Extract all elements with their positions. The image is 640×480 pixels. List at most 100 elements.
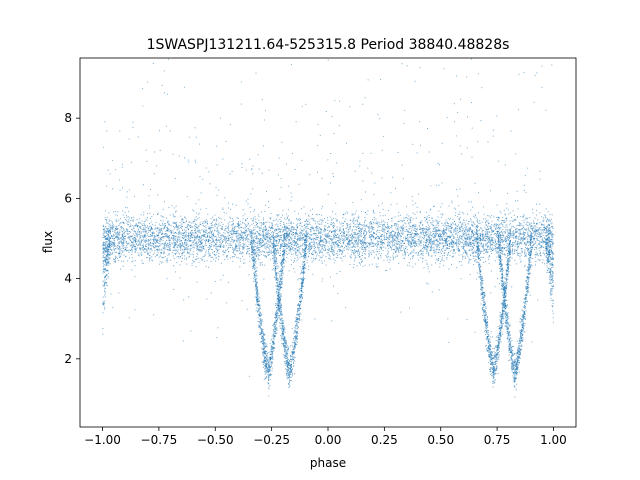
data-point — [487, 215, 489, 216]
data-point — [469, 227, 471, 229]
data-point — [256, 231, 258, 233]
data-point — [286, 246, 288, 248]
data-point — [159, 229, 161, 231]
data-point — [534, 217, 536, 219]
data-point — [219, 243, 221, 245]
data-point — [170, 238, 172, 239]
data-point — [491, 237, 493, 239]
data-point — [167, 230, 169, 231]
data-point — [471, 231, 473, 232]
data-point — [382, 250, 384, 252]
data-point — [544, 226, 546, 228]
data-point — [119, 238, 121, 240]
data-point — [549, 230, 551, 232]
data-point — [254, 246, 256, 247]
data-point — [112, 230, 113, 232]
data-point — [364, 248, 366, 250]
data-point — [392, 176, 394, 178]
data-point — [200, 249, 201, 251]
data-point — [545, 246, 547, 248]
data-point — [151, 250, 153, 252]
data-point — [245, 219, 247, 221]
data-point — [412, 237, 414, 238]
data-point — [311, 238, 313, 240]
data-point — [185, 226, 187, 228]
data-point — [173, 207, 175, 209]
data-point — [402, 178, 404, 180]
data-point — [249, 229, 251, 231]
data-point — [537, 239, 539, 241]
data-point — [458, 261, 460, 262]
data-point — [262, 245, 264, 246]
data-point — [423, 232, 425, 233]
data-point — [130, 240, 132, 242]
data-point — [468, 230, 470, 232]
data-point — [448, 225, 450, 227]
data-point — [232, 234, 234, 236]
data-point — [468, 234, 470, 235]
data-point — [351, 234, 353, 236]
data-point — [449, 237, 451, 239]
data-point — [454, 242, 456, 244]
data-point — [355, 252, 356, 254]
data-point — [285, 245, 287, 247]
data-point — [277, 249, 279, 251]
data-point — [466, 228, 468, 230]
data-point — [153, 232, 155, 234]
data-point — [181, 239, 183, 241]
data-point — [485, 220, 487, 221]
data-point — [387, 231, 388, 232]
data-point — [305, 234, 307, 236]
data-point — [179, 236, 181, 238]
data-point — [107, 229, 109, 231]
data-point — [455, 227, 457, 229]
data-point — [416, 152, 418, 154]
data-point — [116, 215, 118, 217]
data-point — [542, 226, 544, 228]
data-point — [440, 249, 442, 251]
data-point — [336, 219, 338, 221]
data-point — [235, 247, 237, 249]
data-point — [308, 215, 310, 217]
data-point — [223, 251, 225, 253]
data-point — [192, 226, 194, 228]
data-point — [519, 229, 521, 231]
data-point — [306, 233, 308, 235]
data-point — [245, 237, 247, 238]
data-point — [347, 212, 349, 214]
data-point — [326, 241, 328, 243]
data-point — [403, 257, 405, 259]
data-point — [473, 222, 475, 224]
data-point — [393, 235, 395, 237]
data-point — [337, 244, 339, 246]
data-point — [243, 244, 245, 246]
data-point — [222, 254, 224, 256]
data-point — [283, 240, 285, 241]
data-point — [548, 242, 550, 244]
data-point — [446, 228, 448, 230]
data-point — [225, 230, 227, 232]
data-point — [293, 234, 295, 236]
data-point — [154, 247, 156, 249]
data-point — [393, 245, 395, 247]
data-point — [357, 238, 359, 240]
data-point — [225, 212, 227, 214]
data-point — [117, 245, 118, 247]
data-point — [321, 246, 323, 247]
data-point — [374, 232, 376, 234]
data-point — [426, 262, 428, 264]
data-point — [347, 234, 349, 236]
data-point — [305, 235, 307, 237]
data-point — [351, 213, 353, 215]
data-point — [397, 232, 399, 234]
data-point — [392, 237, 394, 239]
data-point — [392, 237, 394, 239]
data-point — [327, 249, 329, 251]
data-point — [253, 242, 255, 243]
data-point — [423, 237, 425, 239]
data-point — [451, 263, 452, 265]
data-point — [401, 164, 403, 166]
data-point — [401, 250, 403, 252]
data-point — [534, 254, 536, 256]
data-point — [212, 252, 214, 254]
